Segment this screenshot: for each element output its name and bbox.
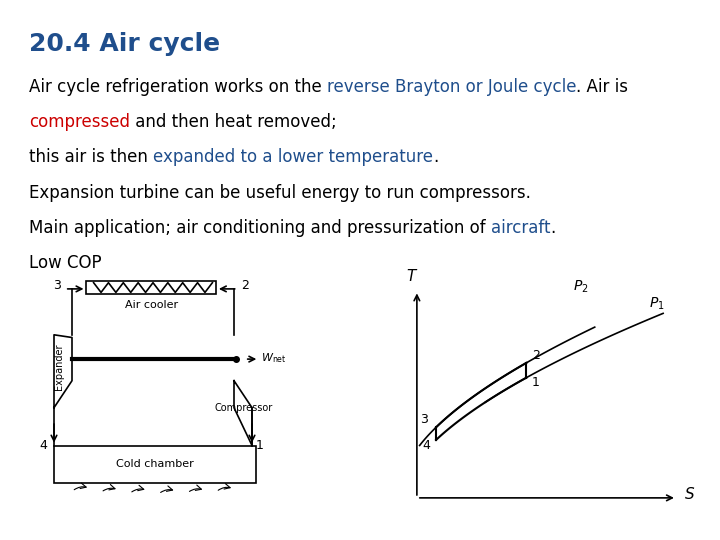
- Bar: [54, 446, 256, 483]
- Text: 4: 4: [39, 439, 47, 452]
- Text: $W_\mathrm{net}$: $W_\mathrm{net}$: [261, 351, 287, 365]
- Text: reverse Brayton or Joule cycle: reverse Brayton or Joule cycle: [327, 78, 576, 96]
- Text: Main application; air conditioning and pressurization of: Main application; air conditioning and p…: [29, 219, 490, 237]
- Text: this air is then: this air is then: [29, 148, 153, 166]
- Text: 3: 3: [420, 413, 428, 426]
- Text: $P_2$: $P_2$: [573, 279, 588, 295]
- Text: .: .: [550, 219, 555, 237]
- Text: 2: 2: [241, 279, 249, 292]
- Text: Air cycle refrigeration works on the: Air cycle refrigeration works on the: [29, 78, 327, 96]
- Text: Expansion turbine can be useful energy to run compressors.: Expansion turbine can be useful energy t…: [29, 184, 531, 201]
- Text: .: .: [433, 148, 438, 166]
- Text: Cold chamber: Cold chamber: [116, 460, 194, 469]
- Text: Low COP: Low COP: [29, 254, 102, 272]
- Text: 1: 1: [532, 376, 540, 389]
- Text: . Air is: . Air is: [576, 78, 629, 96]
- Text: Compressor: Compressor: [215, 403, 272, 413]
- Text: 4: 4: [423, 438, 431, 451]
- Text: Expander: Expander: [54, 344, 64, 390]
- Text: 20.4 Air cycle: 20.4 Air cycle: [29, 32, 220, 56]
- Text: Air cooler: Air cooler: [125, 300, 178, 310]
- Text: expanded to a lower temperature: expanded to a lower temperature: [153, 148, 433, 166]
- Text: aircraft: aircraft: [490, 219, 550, 237]
- Text: T: T: [407, 269, 416, 284]
- Text: S: S: [685, 487, 695, 502]
- Text: $P_1$: $P_1$: [649, 296, 665, 312]
- Bar: [86, 281, 216, 294]
- Text: 3: 3: [53, 279, 61, 292]
- Text: 1: 1: [256, 439, 264, 452]
- Text: and then heat removed;: and then heat removed;: [130, 113, 336, 131]
- Text: compressed: compressed: [29, 113, 130, 131]
- Text: 2: 2: [532, 348, 540, 362]
